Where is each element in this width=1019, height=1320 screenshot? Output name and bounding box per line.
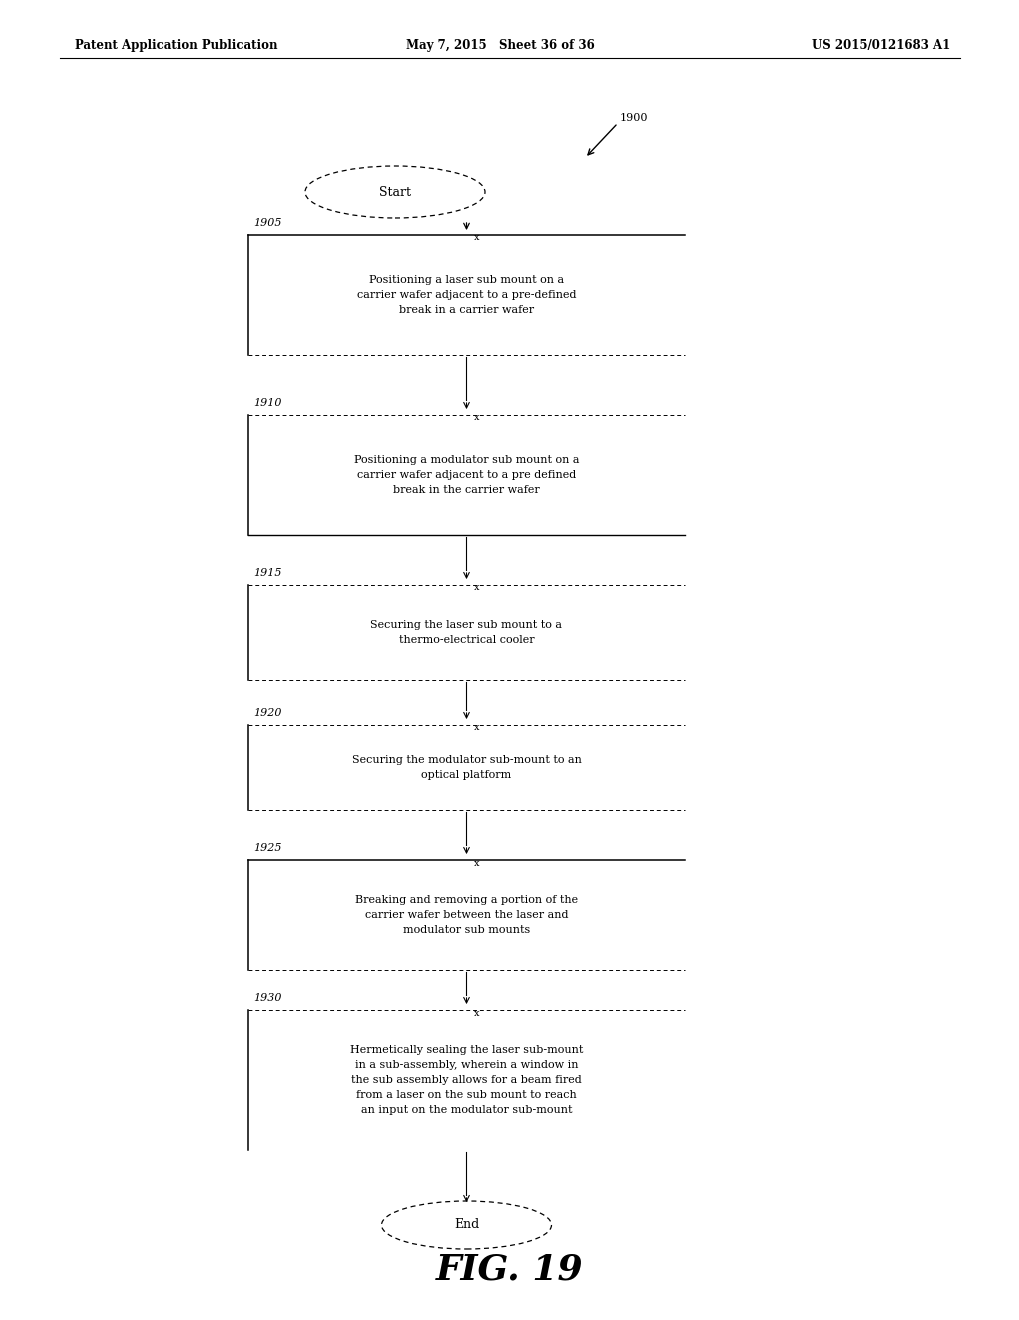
Text: Positioning a laser sub mount on a
carrier wafer adjacent to a pre-defined
break: Positioning a laser sub mount on a carri… — [357, 275, 576, 314]
Text: x: x — [473, 234, 479, 243]
Text: Breaking and removing a portion of the
carrier wafer between the laser and
modul: Breaking and removing a portion of the c… — [355, 895, 578, 935]
Text: Securing the laser sub mount to a
thermo-electrical cooler: Securing the laser sub mount to a thermo… — [370, 620, 561, 645]
Text: FIG. 19: FIG. 19 — [436, 1253, 583, 1287]
Text: x: x — [473, 723, 479, 733]
Text: 1930: 1930 — [253, 993, 281, 1003]
Text: US 2015/0121683 A1: US 2015/0121683 A1 — [811, 38, 949, 51]
Text: x: x — [473, 858, 479, 867]
Text: x: x — [473, 583, 479, 593]
Text: Start: Start — [379, 186, 411, 198]
Text: May 7, 2015   Sheet 36 of 36: May 7, 2015 Sheet 36 of 36 — [406, 38, 594, 51]
Text: 1910: 1910 — [253, 399, 281, 408]
Text: Securing the modulator sub-mount to an
optical platform: Securing the modulator sub-mount to an o… — [352, 755, 581, 780]
Text: Positioning a modulator sub mount on a
carrier wafer adjacent to a pre defined
b: Positioning a modulator sub mount on a c… — [354, 455, 579, 495]
Text: x: x — [473, 413, 479, 422]
Text: 1925: 1925 — [253, 843, 281, 853]
Text: 1915: 1915 — [253, 568, 281, 578]
Text: 1900: 1900 — [620, 114, 648, 123]
Text: Hermetically sealing the laser sub-mount
in a sub-assembly, wherein a window in
: Hermetically sealing the laser sub-mount… — [350, 1045, 583, 1114]
Text: End: End — [453, 1218, 479, 1232]
Text: x: x — [473, 1008, 479, 1018]
Text: Patent Application Publication: Patent Application Publication — [75, 38, 277, 51]
Text: 1905: 1905 — [253, 218, 281, 228]
Text: 1920: 1920 — [253, 708, 281, 718]
